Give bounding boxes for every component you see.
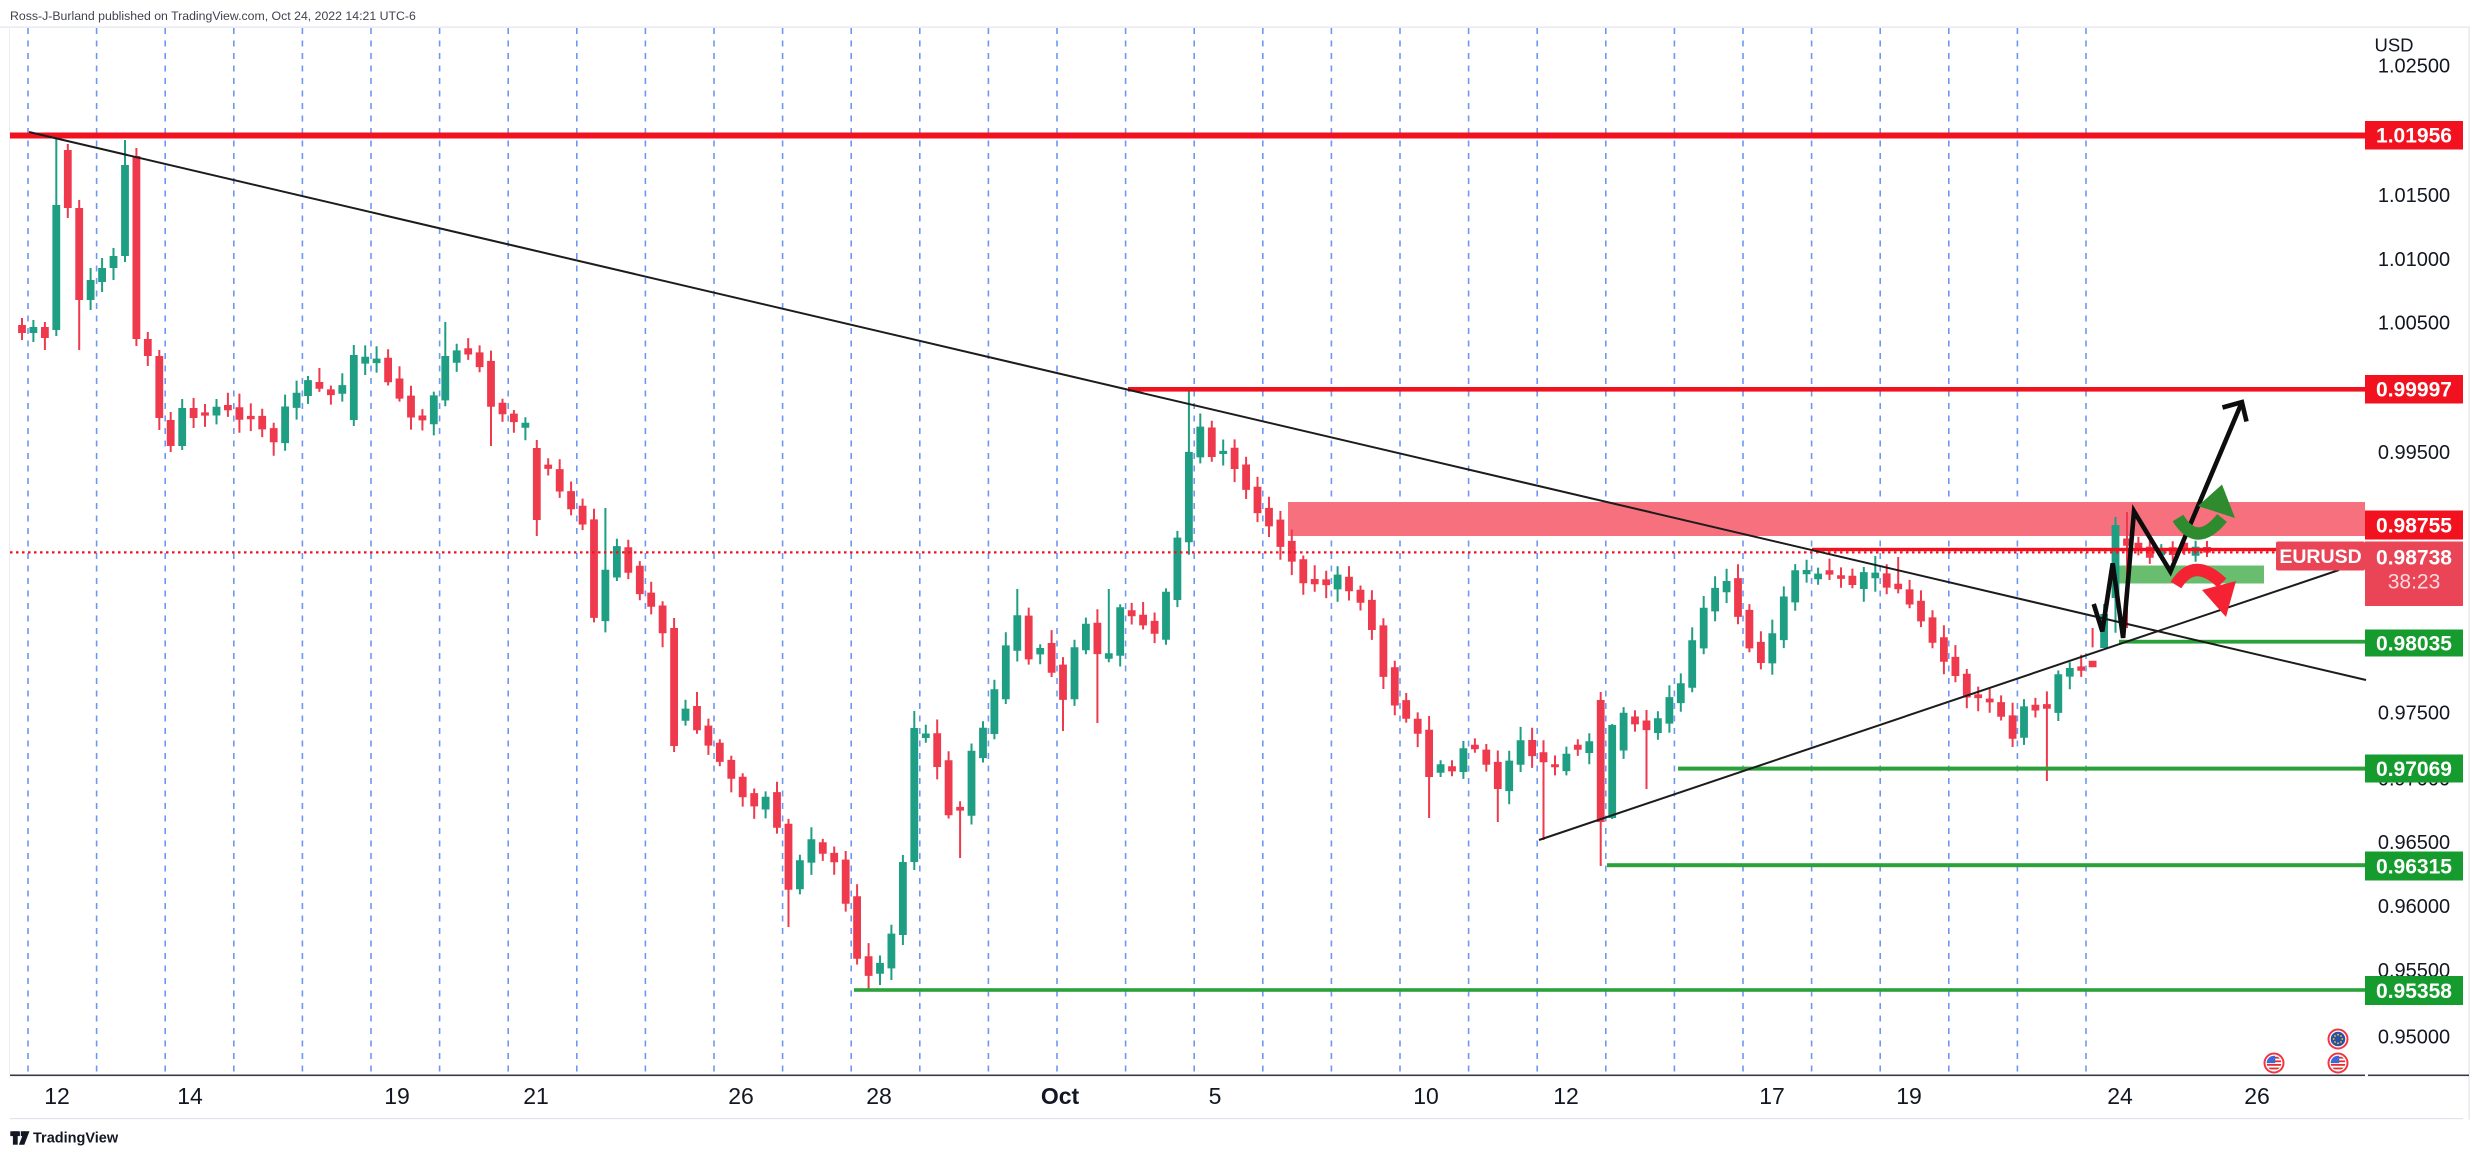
svg-text:0.96315: 0.96315	[2376, 855, 2452, 878]
svg-text:0.99500: 0.99500	[2378, 442, 2450, 464]
svg-text:21: 21	[523, 1083, 549, 1109]
svg-text:38:23: 38:23	[2388, 570, 2441, 593]
svg-text:EURUSD: EURUSD	[2279, 546, 2361, 568]
svg-text:0.98738: 0.98738	[2376, 546, 2452, 569]
svg-text:28: 28	[866, 1083, 892, 1109]
svg-text:1.00500: 1.00500	[2378, 313, 2450, 335]
svg-text:1.01500: 1.01500	[2378, 185, 2450, 207]
svg-text:0.95000: 0.95000	[2378, 1027, 2450, 1049]
svg-text:19: 19	[384, 1083, 410, 1109]
svg-text:0.99997: 0.99997	[2376, 379, 2452, 402]
svg-text:12: 12	[44, 1083, 70, 1109]
svg-text:5: 5	[1209, 1083, 1222, 1109]
svg-text:0.96000: 0.96000	[2378, 896, 2450, 918]
svg-text:0.98035: 0.98035	[2376, 632, 2452, 655]
svg-text:0.96500: 0.96500	[2378, 832, 2450, 854]
svg-text:USD: USD	[2374, 35, 2413, 56]
svg-text:0.95358: 0.95358	[2376, 980, 2452, 1003]
svg-text:12: 12	[1553, 1083, 1579, 1109]
svg-text:1.01956: 1.01956	[2376, 125, 2452, 148]
svg-text:TradingView: TradingView	[33, 1131, 119, 1147]
svg-text:0.97069: 0.97069	[2376, 758, 2452, 781]
svg-text:1.01000: 1.01000	[2378, 249, 2450, 271]
svg-text:10: 10	[1413, 1083, 1439, 1109]
svg-text:14: 14	[177, 1083, 203, 1109]
svg-text:1.02500: 1.02500	[2378, 55, 2450, 77]
svg-text:19: 19	[1896, 1083, 1922, 1109]
svg-text:Ross-J-Burland published on Tr: Ross-J-Burland published on TradingView.…	[10, 9, 416, 23]
svg-text:0.97500: 0.97500	[2378, 703, 2450, 725]
svg-text:24: 24	[2107, 1083, 2133, 1109]
svg-text:26: 26	[2244, 1083, 2270, 1109]
svg-text:Oct: Oct	[1041, 1083, 1080, 1109]
svg-text:26: 26	[728, 1083, 754, 1109]
svg-text:0.98755: 0.98755	[2376, 514, 2452, 537]
svg-text:17: 17	[1759, 1083, 1785, 1109]
